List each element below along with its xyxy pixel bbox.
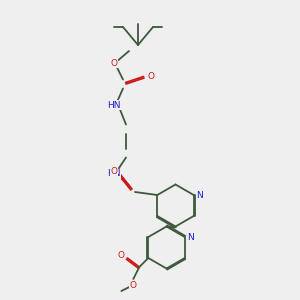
Text: O: O (110, 58, 118, 68)
Text: N: N (196, 190, 203, 200)
Text: HN: HN (107, 169, 121, 178)
Text: O: O (130, 280, 137, 290)
Text: N: N (187, 232, 194, 242)
Text: O: O (148, 72, 155, 81)
Text: O: O (110, 167, 118, 176)
Text: HN: HN (107, 100, 121, 109)
Text: O: O (118, 250, 125, 260)
